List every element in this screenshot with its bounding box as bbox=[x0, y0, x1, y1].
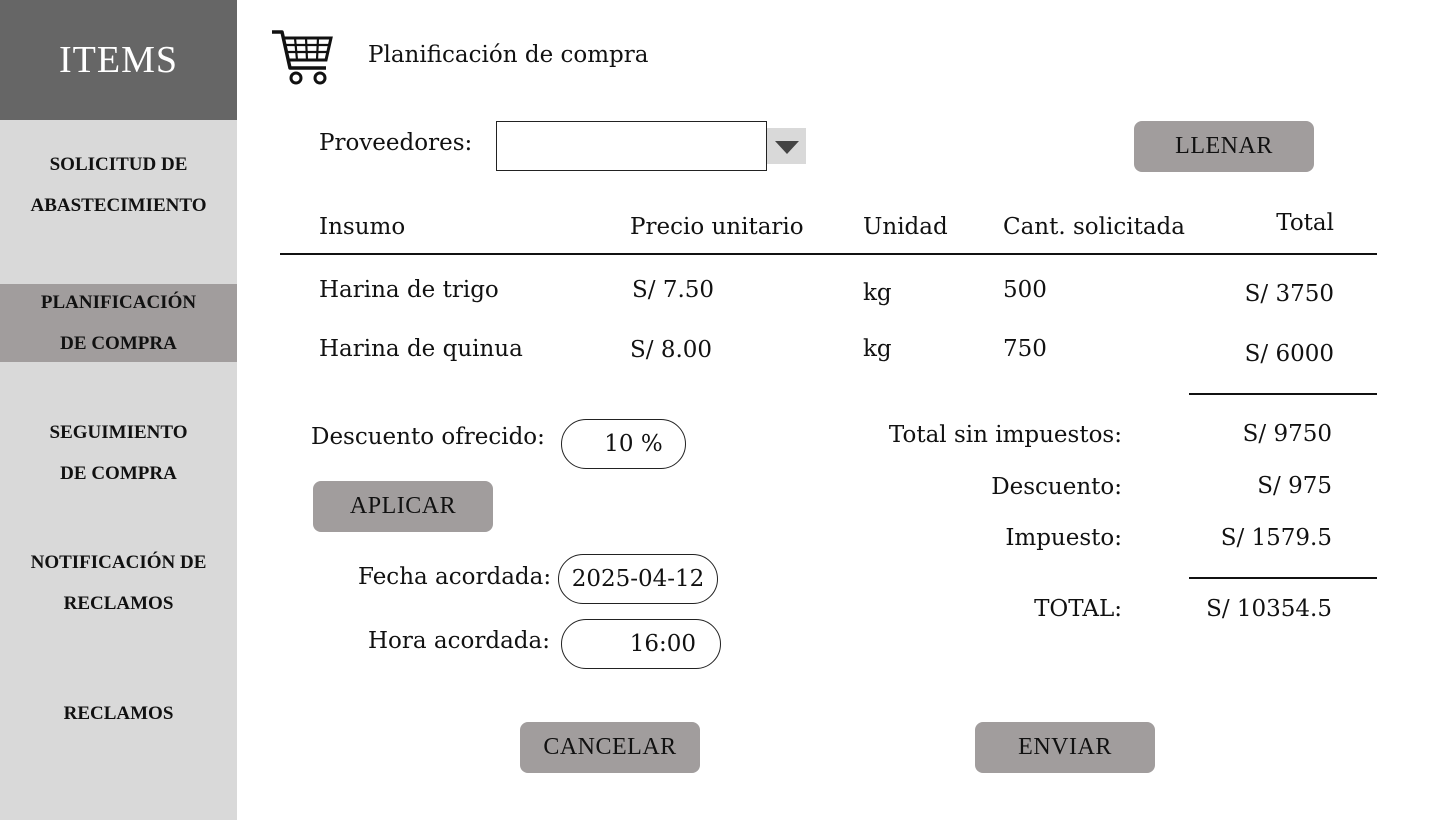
cell-cantidad: 500 bbox=[1003, 277, 1047, 303]
supplier-label: Proveedores: bbox=[319, 130, 473, 156]
chevron-down-icon bbox=[774, 141, 799, 154]
column-header-total: Total bbox=[1276, 210, 1334, 236]
discount-label: Descuento ofrecido: bbox=[311, 424, 545, 450]
tax-label: Impuesto: bbox=[1005, 525, 1122, 551]
tax-value: S/ 1579.5 bbox=[1220, 525, 1332, 551]
page-title: Planificación de compra bbox=[368, 42, 649, 68]
column-header-unidad: Unidad bbox=[863, 214, 948, 240]
discount-value: 10 % bbox=[604, 431, 663, 457]
subtotal-label: Total sin impuestos: bbox=[888, 422, 1122, 448]
fill-button[interactable]: LLENAR bbox=[1134, 121, 1314, 172]
cell-unidad: kg bbox=[863, 280, 892, 306]
discount-summary-label: Descuento: bbox=[991, 474, 1122, 500]
date-value: 2025-04-12 bbox=[571, 566, 705, 592]
cell-unidad: kg bbox=[863, 336, 892, 362]
cell-cantidad: 750 bbox=[1003, 336, 1047, 362]
cell-total: S/ 6000 bbox=[1244, 341, 1334, 367]
time-label: Hora acordada: bbox=[368, 628, 550, 654]
supplier-dropdown-button[interactable] bbox=[767, 128, 806, 164]
grand-total-value: S/ 10354.5 bbox=[1206, 596, 1332, 622]
table-header-divider bbox=[280, 253, 1377, 255]
total-divider bbox=[1189, 577, 1377, 579]
sidebar-item-label-line2: DE COMPRA bbox=[60, 463, 177, 484]
subtotal-divider bbox=[1189, 393, 1377, 395]
grand-total-label: TOTAL: bbox=[1034, 596, 1122, 622]
cell-precio: S/ 7.50 bbox=[632, 277, 715, 303]
cell-total: S/ 3750 bbox=[1244, 281, 1334, 307]
sidebar-item-label-line1: NOTIFICACIÓN DE bbox=[30, 552, 207, 573]
sidebar-item-solicitud-abastecimiento[interactable]: SOLICITUD DE ABASTECIMIENTO bbox=[0, 144, 237, 226]
cell-precio: S/ 8.00 bbox=[630, 337, 713, 363]
cancel-button[interactable]: CANCELAR bbox=[520, 722, 700, 773]
sidebar-item-notificacion-reclamos[interactable]: NOTIFICACIÓN DE RECLAMOS bbox=[0, 542, 237, 624]
cell-insumo: Harina de trigo bbox=[319, 277, 499, 303]
sidebar-item-reclamos[interactable]: RECLAMOS bbox=[0, 693, 237, 734]
apply-button[interactable]: APLICAR bbox=[313, 481, 493, 532]
sidebar-item-label-line1: SOLICITUD DE bbox=[49, 154, 188, 175]
column-header-insumo: Insumo bbox=[319, 214, 406, 240]
sidebar-item-label-line2: DE COMPRA bbox=[60, 333, 177, 354]
sidebar-item-label-line2: ABASTECIMIENTO bbox=[30, 195, 207, 216]
shopping-cart-icon bbox=[272, 30, 333, 85]
subtotal-value: S/ 9750 bbox=[1242, 421, 1332, 447]
sidebar-item-label-line1: SEGUIMIENTO bbox=[49, 422, 188, 443]
column-header-precio-unitario: Precio unitario bbox=[630, 214, 804, 240]
sidebar-item-label-line1: RECLAMOS bbox=[63, 703, 174, 724]
time-input[interactable]: 16:00 bbox=[561, 619, 721, 669]
sidebar-item-label-line1: PLANIFICACIÓN bbox=[40, 292, 197, 313]
sidebar-item-planificacion-compra[interactable]: PLANIFICACIÓN DE COMPRA bbox=[0, 284, 237, 362]
send-button[interactable]: ENVIAR bbox=[975, 722, 1155, 773]
discount-input[interactable]: 10 % bbox=[561, 419, 686, 469]
column-header-cantidad: Cant. solicitada bbox=[1003, 214, 1185, 240]
sidebar-item-label-line2: RECLAMOS bbox=[63, 593, 174, 614]
time-value: 16:00 bbox=[629, 631, 696, 657]
discount-summary-value: S/ 975 bbox=[1257, 473, 1332, 499]
supplier-select[interactable] bbox=[496, 121, 767, 171]
date-input[interactable]: 2025-04-12 bbox=[558, 554, 718, 604]
sidebar-title: ITEMS bbox=[0, 0, 237, 120]
sidebar: ITEMS SOLICITUD DE ABASTECIMIENTO PLANIF… bbox=[0, 0, 237, 820]
cell-insumo: Harina de quinua bbox=[319, 336, 523, 362]
date-label: Fecha acordada: bbox=[358, 564, 552, 590]
sidebar-item-seguimiento-compra[interactable]: SEGUIMIENTO DE COMPRA bbox=[0, 412, 237, 494]
